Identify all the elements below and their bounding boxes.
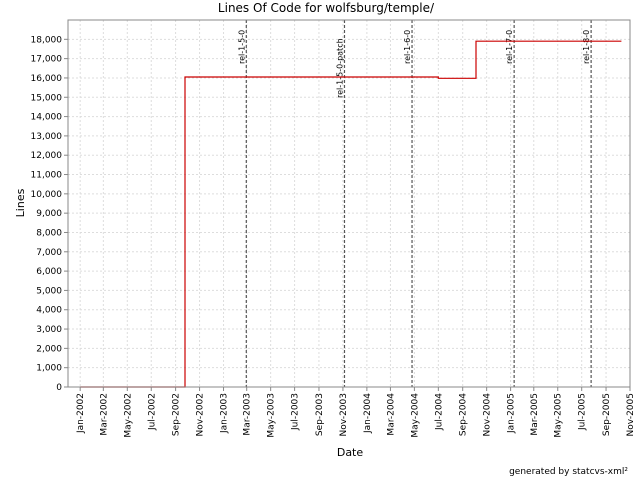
release-marker-label: rel-1-5-0-patch	[335, 38, 344, 98]
y-tick-label: 15,000	[31, 93, 63, 103]
x-tick-label: Sep-2005	[602, 393, 612, 436]
x-tick-label: May-2005	[554, 393, 564, 438]
x-tick-label: May-2004	[410, 393, 420, 438]
x-tick-label: Jan-2005	[507, 393, 517, 434]
y-axis-label: Lines	[14, 188, 27, 217]
plot-frame	[67, 19, 631, 388]
x-tick-label: Jan-2002	[76, 393, 86, 434]
y-tick-label: 13,000	[31, 132, 63, 142]
x-tick-label: May-2003	[267, 393, 277, 438]
x-tick-label: Sep-2003	[315, 393, 325, 436]
y-tick-label: 10,000	[31, 190, 63, 200]
y-tick-label: 5,000	[36, 286, 62, 296]
x-tick-label: Mar-2005	[530, 393, 540, 436]
y-tick-label: 6,000	[36, 267, 62, 277]
x-tick-label: Jul-2005	[578, 393, 588, 431]
y-tick-label: 7,000	[36, 248, 62, 258]
x-axis-label: Date	[337, 446, 364, 459]
x-tick-label: Nov-2003	[339, 393, 349, 436]
y-tick-label: 2,000	[36, 344, 62, 354]
x-tick-label: Sep-2002	[172, 393, 182, 436]
release-marker-label: rel-1-6-0	[403, 30, 412, 64]
release-marker-label: rel-1-8-0	[582, 30, 591, 64]
y-tick-label: 1,000	[36, 364, 62, 374]
x-tick-label: Jul-2002	[147, 393, 157, 431]
x-tick-label: Nov-2004	[483, 393, 493, 437]
x-tick-label: Nov-2002	[196, 393, 206, 436]
release-marker-label: rel-1-7-0	[505, 30, 514, 64]
y-tick-label: 12,000	[31, 151, 63, 161]
chart-title: Lines Of Code for wolfsburg/temple/	[218, 1, 435, 15]
x-tick-label: Jan-2003	[220, 393, 230, 434]
footer-credit: generated by statcvs-xml²	[509, 467, 628, 477]
release-markers: rel-1-5-0 rel-1-5-0-patch rel-1-6-0 rel-1-7…	[237, 20, 592, 387]
x-tick-label: Mar-2004	[386, 393, 396, 436]
y-tick-label: 4,000	[36, 306, 62, 316]
x-tick-label: Jul-2004	[434, 393, 444, 431]
x-tick-label: Mar-2002	[99, 393, 109, 436]
y-tick-label: 18,000	[31, 35, 63, 45]
y-tick-label: 3,000	[36, 325, 62, 335]
grid	[68, 20, 631, 388]
y-axis: 0 1,000 2,000 3,000 4,000 5,000 6,000 7,000 8,00…	[31, 35, 68, 393]
loc-series-line	[80, 40, 622, 388]
x-tick-label: Sep-2004	[459, 393, 469, 436]
y-tick-label: 8,000	[36, 228, 62, 238]
series	[80, 40, 622, 388]
x-tick-label: Nov-2005	[626, 393, 636, 436]
y-tick-label: 11,000	[31, 171, 63, 181]
x-tick-label: May-2002	[123, 393, 133, 438]
x-tick-label: Mar-2003	[243, 393, 253, 436]
release-marker-label: rel-1-5-0	[237, 30, 246, 64]
x-tick-label: Jul-2003	[291, 393, 301, 431]
y-tick-label: 0	[56, 383, 62, 393]
y-tick-label: 14,000	[31, 113, 63, 123]
x-axis: Jan-2002 Mar-2002 May-2002 Jul-2002 Sep-2002…	[76, 387, 636, 438]
y-tick-label: 17,000	[31, 55, 63, 65]
y-tick-label: 9,000	[36, 209, 62, 219]
x-tick-label: Jan-2004	[363, 393, 373, 434]
y-tick-label: 16,000	[31, 74, 63, 84]
